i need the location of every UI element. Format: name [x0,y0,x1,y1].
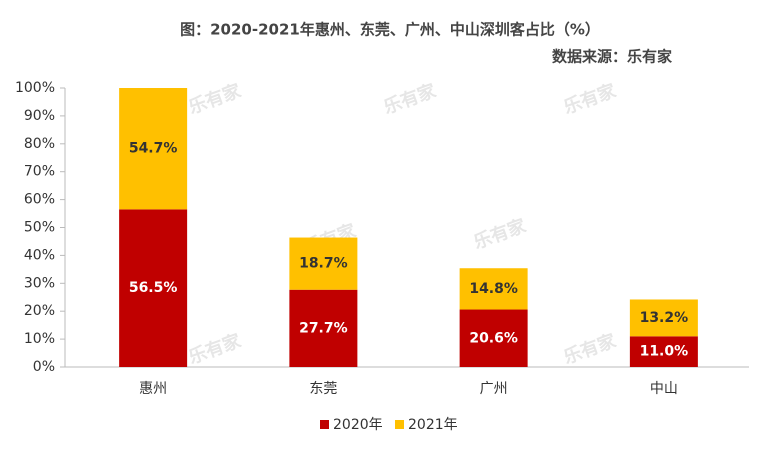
bar-segment [289,289,358,367]
watermark: 乐有家 [186,79,245,118]
y-tick-label: 10% [24,331,55,347]
value-label: 27.7% [299,320,348,336]
bar-segment [459,309,528,367]
bars [119,88,698,367]
bar-segment [289,237,358,290]
y-tick-label: 30% [24,275,55,291]
bar-segment [629,336,698,367]
value-label: 20.6% [469,330,518,346]
x-tick-label: 广州 [480,381,508,397]
chart-title: 图：2020-2021年惠州、东莞、广州、中山深圳客占比（%） [180,21,600,39]
bar-segment [119,88,188,210]
y-tick-label: 100% [15,80,55,96]
y-tick-label: 90% [24,108,55,124]
y-tick-label: 20% [24,303,55,319]
watermark: 乐有家 [561,329,620,368]
value-label: 11.0% [640,344,689,360]
watermark: 乐有家 [381,79,440,118]
y-tick-label: 0% [33,359,55,375]
bar-segment [459,268,528,310]
source: 数据来源：乐有家 [552,48,672,66]
x-tick-label: 中山 [650,381,678,397]
watermark: 乐有家 [186,329,245,368]
y-tick-label: 50% [24,220,55,236]
watermark: 乐有家 [561,79,620,118]
bar-segment [629,299,698,337]
watermark: 乐有家 [471,214,530,253]
value-label: 54.7% [129,141,178,157]
value-label: 13.2% [640,310,689,326]
x-tick-label: 东莞 [309,381,337,397]
y-tick-label: 60% [24,192,55,208]
legend-swatch [320,420,329,429]
legend-swatch [395,420,404,429]
value-label: 18.7% [299,256,348,272]
y-tick-label: 70% [24,164,55,180]
value-label: 56.5% [129,280,178,296]
y-tick-label: 80% [24,136,55,152]
value-label: 14.8% [469,281,518,297]
legend-label: 2020年 [333,417,383,433]
legend-label: 2021年 [408,417,458,433]
y-tick-label: 40% [24,247,55,263]
x-tick-label: 惠州 [139,381,167,397]
bar-segment [119,209,188,367]
